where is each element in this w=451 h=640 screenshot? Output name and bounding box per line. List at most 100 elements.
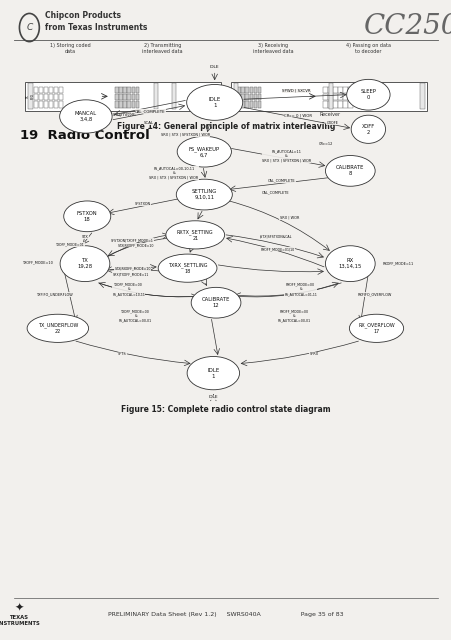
Text: SRX|TXOFF_MODE=11: SRX|TXOFF_MODE=11 — [113, 272, 149, 276]
FancyBboxPatch shape — [153, 83, 158, 109]
Bar — [131, 87, 135, 93]
Ellipse shape — [60, 246, 110, 282]
Bar — [59, 87, 63, 93]
Text: IDLE: IDLE — [209, 65, 219, 69]
Text: Figure 15: Complete radio control state diagram: Figure 15: Complete radio control state … — [121, 405, 330, 414]
FancyBboxPatch shape — [328, 83, 332, 109]
Text: XOFF
2: XOFF 2 — [361, 124, 374, 134]
Bar — [123, 101, 127, 108]
Text: CRc= 0 | WOR: CRc= 0 | WOR — [284, 113, 312, 117]
Bar — [59, 101, 63, 108]
Text: SFRX: SFRX — [309, 352, 318, 356]
Bar — [119, 87, 123, 93]
Text: SLEEP
0: SLEEP 0 — [359, 90, 376, 100]
Text: MANCAL
3,4,8: MANCAL 3,4,8 — [75, 111, 97, 122]
Text: SPWD | SXCVR: SPWD | SXCVR — [281, 89, 310, 93]
Text: SFSTXON|TXOFF_MODE=1: SFSTXON|TXOFF_MODE=1 — [110, 238, 153, 242]
Bar — [237, 94, 240, 100]
Text: IDLE: IDLE — [208, 396, 218, 399]
Text: IDLE
1: IDLE 1 — [208, 97, 221, 108]
Ellipse shape — [191, 287, 240, 318]
Bar — [34, 87, 38, 93]
Bar — [245, 87, 249, 93]
Bar — [119, 101, 123, 108]
Bar — [39, 94, 43, 100]
FancyBboxPatch shape — [234, 83, 237, 109]
FancyBboxPatch shape — [230, 82, 426, 111]
Ellipse shape — [349, 314, 403, 342]
Text: CAL_COMPLETE: CAL_COMPLETE — [261, 190, 289, 194]
Ellipse shape — [177, 136, 231, 167]
Bar — [59, 94, 63, 100]
Ellipse shape — [346, 79, 389, 110]
Bar — [249, 87, 253, 93]
Text: CALIBRATE
12: CALIBRATE 12 — [202, 298, 230, 308]
Bar — [327, 94, 332, 100]
Text: Figure 14: General principle of matrix interleaving: Figure 14: General principle of matrix i… — [116, 122, 335, 131]
Text: TXOFF_MODE=10: TXOFF_MODE=10 — [22, 260, 52, 264]
Text: ✦: ✦ — [14, 603, 23, 613]
Bar — [342, 101, 347, 108]
Text: TX_UNDERFLOW
22: TX_UNDERFLOW 22 — [37, 323, 78, 334]
Bar — [115, 94, 119, 100]
Bar — [49, 87, 53, 93]
Text: FS_WAKEUP
6,7: FS_WAKEUP 6,7 — [189, 146, 219, 157]
Text: TX
19,28: TX 19,28 — [77, 259, 92, 269]
Bar — [342, 94, 347, 100]
Bar — [34, 101, 38, 108]
Text: SETTLING
9,10,11: SETTLING 9,10,11 — [191, 189, 216, 200]
FancyBboxPatch shape — [171, 83, 176, 109]
Text: SFTS: SFTS — [117, 352, 126, 356]
Bar — [39, 101, 43, 108]
Bar — [241, 101, 244, 108]
Bar — [119, 94, 123, 100]
Text: C: C — [26, 23, 32, 32]
Text: CRc=12: CRc=12 — [318, 142, 332, 146]
Text: PRELIMINARY Data Sheet (Rev 1.2)     SWRS040A                    Page 35 of 83: PRELIMINARY Data Sheet (Rev 1.2) SWRS040… — [108, 612, 343, 617]
Bar — [135, 87, 139, 93]
Bar — [44, 87, 48, 93]
Bar — [127, 87, 131, 93]
Bar — [245, 94, 249, 100]
Bar — [337, 87, 342, 93]
Bar — [342, 87, 347, 93]
Bar — [115, 87, 119, 93]
Text: TXOFF_MODE=01: TXOFF_MODE=01 — [55, 243, 84, 246]
Ellipse shape — [187, 356, 239, 390]
Bar — [327, 101, 332, 108]
Bar — [337, 94, 342, 100]
Text: STX|RXOFF_MODE=10: STX|RXOFF_MODE=10 — [117, 243, 153, 247]
Text: RXOFF_MODE=00
&
FS_AUTOCAL=01,11: RXOFF_MODE=00 & FS_AUTOCAL=01,11 — [284, 283, 316, 296]
Bar — [253, 94, 257, 100]
Ellipse shape — [158, 254, 216, 282]
Ellipse shape — [186, 84, 242, 120]
Bar — [332, 87, 337, 93]
Text: 19  Radio Control: 19 Radio Control — [20, 129, 150, 142]
Bar — [34, 94, 38, 100]
Bar — [241, 94, 244, 100]
Bar — [39, 87, 43, 93]
Text: FS_AUTOCAL=00,10,11
&
SRX | STX | SFSTXON | WOR: FS_AUTOCAL=00,10,11 & SRX | STX | SFSTXO… — [149, 166, 198, 179]
Bar — [347, 101, 352, 108]
Text: RX_OVERFLOW
17: RX_OVERFLOW 17 — [357, 323, 394, 334]
Bar — [322, 87, 327, 93]
Text: RXOFF_MODE=01|10: RXOFF_MODE=01|10 — [260, 247, 295, 251]
FancyBboxPatch shape — [28, 83, 33, 109]
Text: CAL_COMPLETE: CAL_COMPLETE — [267, 179, 295, 182]
Bar — [44, 101, 48, 108]
Text: RXOFF_MODE=11: RXOFF_MODE=11 — [381, 262, 413, 266]
FancyBboxPatch shape — [419, 83, 424, 109]
Bar — [123, 94, 127, 100]
Bar — [237, 87, 240, 93]
Bar — [237, 101, 240, 108]
Text: CALIBRATE
8: CALIBRATE 8 — [336, 166, 364, 176]
Text: Transmitter: Transmitter — [108, 112, 136, 117]
Bar — [241, 87, 244, 93]
Text: RXTX_SETTING
21: RXTX_SETTING 21 — [176, 229, 213, 241]
Bar — [257, 101, 261, 108]
Text: CAL_COMPLETE: CAL_COMPLETE — [134, 109, 165, 113]
Bar — [257, 87, 261, 93]
Bar — [322, 94, 327, 100]
Text: TX
FIFO: TX FIFO — [26, 93, 35, 99]
Text: |STX|SFSTXON&CAL: |STX|SFSTXON&CAL — [259, 235, 291, 239]
